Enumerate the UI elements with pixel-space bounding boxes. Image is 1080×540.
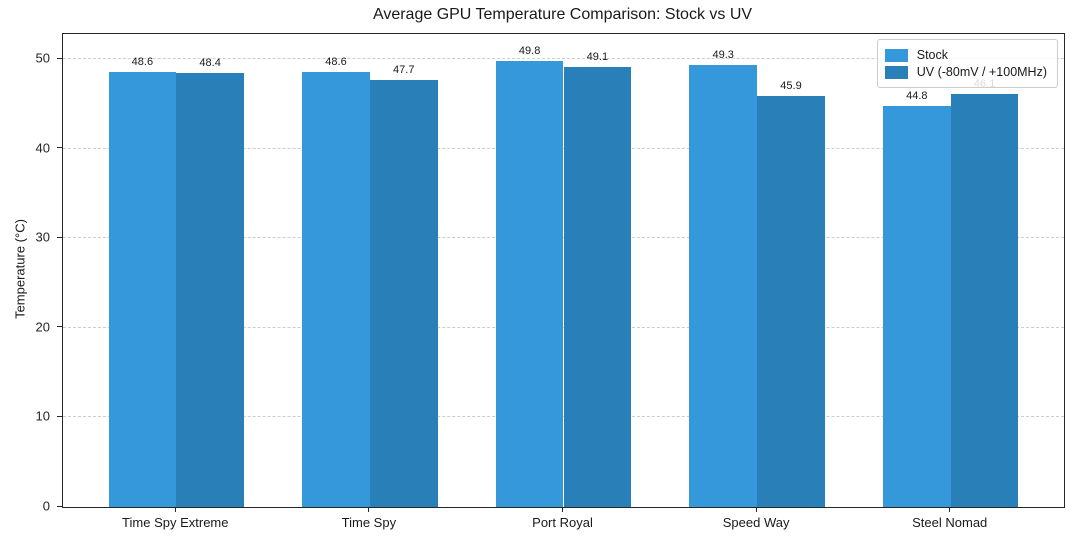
y-tick-mark — [57, 147, 62, 149]
y-tick-label: 0 — [42, 498, 50, 514]
bar-value-label: 49.3 — [712, 49, 734, 62]
x-tick-mark — [562, 507, 563, 512]
plot-area: 48.648.448.647.749.849.149.345.944.846.1… — [62, 33, 1065, 508]
bar-stock — [302, 71, 370, 507]
x-tick-label: Steel Nomad — [912, 515, 988, 530]
y-tick-label: 30 — [35, 229, 50, 245]
y-tick-mark — [57, 236, 62, 238]
y-tick-mark — [57, 505, 62, 507]
y-tick-label: 10 — [35, 408, 50, 424]
bar-uv — [563, 67, 632, 507]
y-tick-label: 40 — [35, 140, 50, 156]
bar-value-label: 49.1 — [586, 51, 609, 64]
legend-item: Stock — [884, 48, 1047, 62]
legend: Stock UV (-80mV / +100MHz) — [876, 39, 1058, 88]
bar-stock — [495, 60, 564, 507]
legend-label: Stock — [916, 48, 949, 62]
bar-value-label: 48.6 — [131, 55, 154, 68]
y-tick-mark — [57, 415, 62, 417]
bar-value-label: 47.7 — [393, 63, 415, 76]
x-tick-mark — [755, 507, 757, 512]
legend-swatch — [884, 48, 908, 62]
bar-value-label: 45.9 — [780, 79, 802, 92]
legend-swatch — [884, 65, 908, 79]
y-tick-mark — [57, 326, 62, 328]
bar-value-label: 49.8 — [518, 44, 541, 57]
x-tick-mark — [368, 507, 370, 512]
x-axis: Time Spy Extreme Time Spy Port Royal Speed … — [62, 507, 1063, 540]
bar-uv — [757, 95, 825, 507]
y-tick-label: 20 — [35, 319, 50, 335]
bar-value-label: 44.8 — [906, 89, 928, 102]
y-tick-label: 50 — [35, 50, 50, 66]
bar-stock — [689, 65, 758, 507]
bar-value-label: 48.6 — [325, 55, 347, 68]
bar-uv — [950, 94, 1019, 507]
bar-uv — [176, 73, 245, 507]
legend-item: UV (-80mV / +100MHz) — [884, 65, 1047, 79]
y-tick-mark — [57, 57, 62, 59]
y-axis: 0 10 20 30 40 50 — [0, 33, 62, 514]
gridline-50 — [63, 58, 1064, 60]
x-tick-label: Speed Way — [722, 515, 790, 530]
bar-stock — [108, 71, 177, 507]
x-tick-label: Time Spy — [341, 515, 397, 530]
x-tick-mark — [174, 507, 176, 512]
legend-label: UV (-80mV / +100MHz) — [916, 65, 1047, 79]
x-tick-label: Time Spy Extreme — [122, 515, 229, 530]
bar-stock — [882, 105, 951, 507]
x-tick-mark — [949, 507, 951, 512]
bar-value-label: 48.4 — [199, 57, 221, 70]
chart-title: Average GPU Temperature Comparison: Stoc… — [372, 6, 753, 23]
bar-uv — [369, 79, 438, 507]
x-tick-label: Port Royal — [532, 515, 593, 530]
